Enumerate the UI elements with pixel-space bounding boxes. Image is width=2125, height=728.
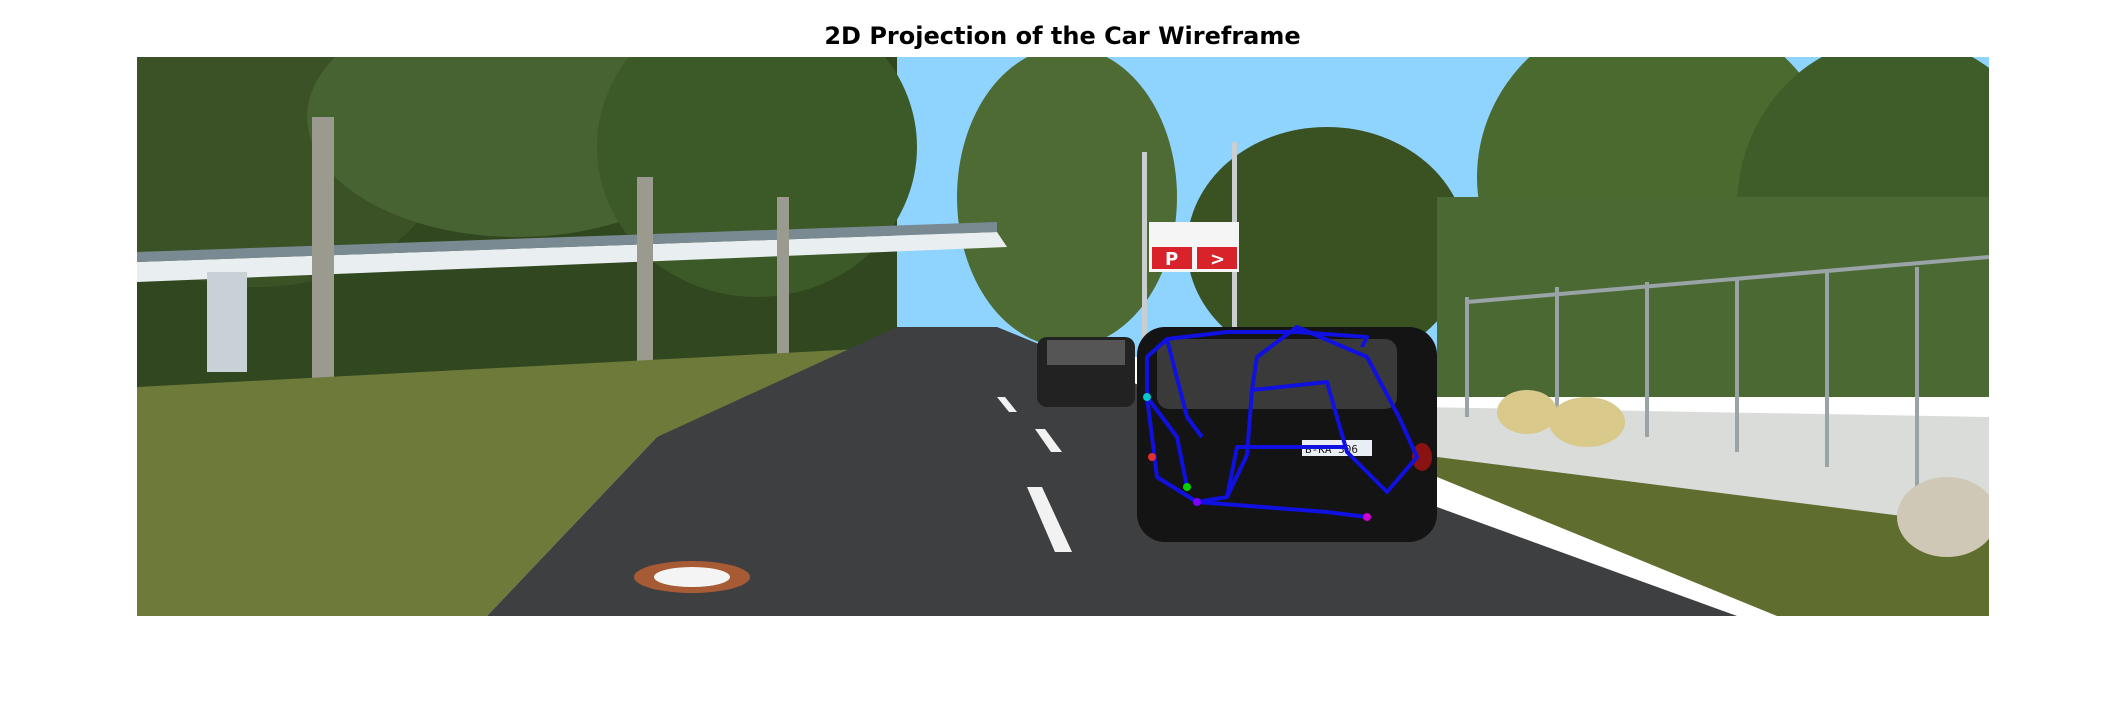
- fence: [1465, 255, 1989, 487]
- trees-background: [137, 57, 1989, 397]
- grass-right: [1437, 437, 1989, 616]
- rocks: [1497, 390, 1989, 557]
- lane-markings: [997, 397, 1072, 552]
- parking-sign-arrow: >: [1210, 249, 1225, 270]
- scene-image: P > B-KA 306: [137, 57, 1989, 616]
- road: [487, 327, 1737, 616]
- parking-sign-p: P: [1165, 249, 1178, 270]
- figure-title: 2D Projection of the Car Wireframe: [824, 22, 1301, 50]
- tree-trunks: [312, 117, 789, 407]
- parking-sign: P >: [1142, 142, 1239, 362]
- distant-car: [1037, 337, 1135, 407]
- car-wireframe: [1145, 325, 1419, 519]
- wireframe-keypoints: [1143, 393, 1371, 521]
